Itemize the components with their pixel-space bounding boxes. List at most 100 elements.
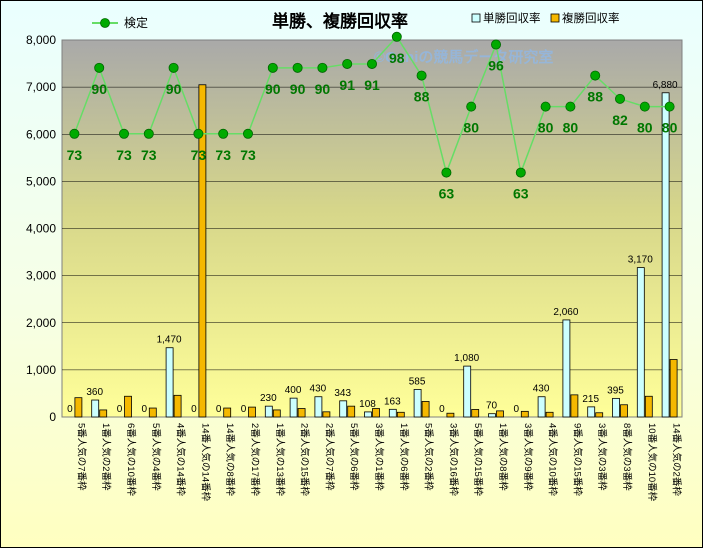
tansho-bar — [661, 92, 670, 418]
tansho-value-label: 0 — [67, 404, 73, 415]
tansho-value-label: 343 — [334, 388, 351, 399]
kentei-value-label: 90 — [315, 81, 331, 97]
kentei-point — [441, 167, 452, 178]
kentei-value-label: 73 — [215, 147, 231, 163]
kentei-point — [515, 167, 526, 178]
tansho-bar — [636, 267, 645, 418]
kentei-point — [193, 128, 204, 139]
kentei-point — [391, 31, 402, 42]
legend-kentei-label: 検定 — [124, 15, 148, 30]
kentei-value-label: 73 — [141, 147, 157, 163]
fukusho-bar — [595, 412, 604, 418]
tansho-bar — [562, 319, 571, 418]
legend-fukusho: 複勝回収率 — [550, 11, 620, 25]
fukusho-bar — [248, 406, 256, 418]
tansho-value-label: 108 — [359, 399, 376, 410]
x-tick-label: 5番人気の2番枠 — [423, 423, 435, 491]
kentei-value-label: 90 — [91, 81, 107, 97]
fukusho-bar — [148, 407, 157, 418]
kentei-point — [565, 101, 576, 112]
kentei-point — [267, 62, 278, 73]
tansho-value-label: 360 — [86, 387, 103, 398]
kentei-point — [218, 128, 229, 139]
fukusho-bar — [372, 408, 380, 418]
fukusho-bar — [520, 410, 529, 418]
x-tick-label: 5番人気の6番枠 — [348, 423, 360, 491]
kentei-value-label: 91 — [339, 77, 355, 93]
kentei-value-label: 80 — [463, 120, 479, 136]
kentei-value-label: 73 — [67, 147, 83, 163]
y-axis-ticks: 0 1,000 2,000 3,000 4,000 5,000 6,000 7,000 8,00… — [26, 33, 56, 424]
y-tick-label: 6,000 — [26, 127, 56, 141]
y-tick-label: 1,000 — [26, 363, 56, 377]
legend-tansho-swatch — [471, 13, 481, 23]
kentei-value-label: 63 — [439, 186, 455, 202]
tansho-value-label: 6,880 — [653, 80, 678, 91]
fukusho-bar — [99, 409, 108, 418]
fukusho-bar — [396, 411, 405, 418]
gridlines — [62, 86, 682, 371]
kentei-point — [540, 101, 551, 112]
kentei-point — [94, 62, 105, 73]
fukusho-bar — [198, 84, 207, 418]
y-tick-label: 4,000 — [26, 222, 56, 236]
kentei-point — [466, 101, 477, 112]
x-tick-label: 9番人気の15番枠 — [571, 423, 583, 496]
tansho-bar — [388, 408, 397, 418]
x-tick-label: 1番人気の6番枠 — [398, 423, 410, 491]
fukusho-bar — [570, 394, 579, 418]
tansho-bar — [91, 399, 100, 418]
kentei-value-label: 96 — [488, 58, 504, 74]
x-tick-label: 4番人気の10番枠 — [547, 423, 559, 496]
fukusho-bar — [446, 412, 455, 418]
legend-kentei: 検定 — [92, 15, 148, 30]
kentei-point — [416, 70, 427, 81]
x-tick-label: 6番人気の10番枠 — [125, 423, 137, 496]
fukusho-bar — [223, 407, 232, 418]
x-tick-label: 14番人気の14番枠 — [199, 423, 211, 502]
y-tick-label: 8,000 — [26, 33, 56, 47]
x-tick-label: 2番人気の17番枠 — [249, 423, 261, 496]
fukusho-bar — [421, 401, 430, 418]
legend-tansho: 単勝回収率 — [471, 11, 541, 25]
x-tick-label: 3番人気の16番枠 — [447, 423, 459, 496]
x-tick-label: 14番人気の8番枠 — [224, 423, 236, 496]
fukusho-bar — [173, 394, 182, 418]
kentei-point — [664, 101, 675, 112]
tansho-value-label: 0 — [439, 404, 445, 415]
kentei-value-label: 98 — [389, 50, 405, 66]
kentei-value-label: 63 — [513, 186, 529, 202]
x-tick-label: 4番人気の14番枠 — [175, 423, 187, 496]
kentei-point — [615, 93, 626, 104]
x-tick-label: 1番人気の2番枠 — [100, 423, 112, 491]
tansho-value-label: 585 — [409, 376, 426, 387]
tansho-value-label: 0 — [514, 404, 520, 415]
chart-title: 単勝、複勝回収率 — [272, 11, 408, 31]
tansho-value-label: 230 — [260, 393, 277, 404]
tansho-bar — [537, 396, 546, 418]
fukusho-bar — [74, 397, 83, 418]
tansho-bar — [612, 397, 620, 418]
x-axis-labels: 5番人気の7番枠 1番人気の2番枠 6番人気の10番枠 5番人気の4番枠 4番人気の14… — [75, 423, 682, 502]
x-tick-label: 3番人気の1番枠 — [373, 423, 385, 491]
kentei-value-label: 80 — [538, 120, 554, 136]
fukusho-bar — [496, 410, 504, 418]
kentei-value-label: 90 — [290, 81, 306, 97]
fukusho-bar — [471, 409, 480, 418]
tansho-value-label: 215 — [582, 394, 599, 405]
x-tick-label: 3番人気の3番枠 — [596, 423, 608, 491]
legend-kentei-marker — [100, 18, 110, 28]
tansho-value-label: 0 — [117, 404, 123, 415]
tansho-bar — [339, 400, 348, 418]
tansho-value-label: 163 — [384, 396, 401, 407]
kentei-point — [639, 101, 650, 112]
tansho-value-label: 1,080 — [454, 353, 479, 364]
bar-value-labels: 0 360 0 0 1,470 0 0 0 230 400 430 343 108 163 585 0 1,08… — [67, 80, 678, 415]
kentei-value-label: 73 — [191, 147, 207, 163]
tansho-value-label: 70 — [486, 401, 498, 412]
kentei-point — [242, 128, 253, 139]
tansho-value-label: 400 — [285, 385, 302, 396]
kentei-point — [143, 128, 154, 139]
x-tick-label: 14番人気の2番枠 — [671, 423, 683, 496]
kentei-line-series — [69, 31, 675, 178]
